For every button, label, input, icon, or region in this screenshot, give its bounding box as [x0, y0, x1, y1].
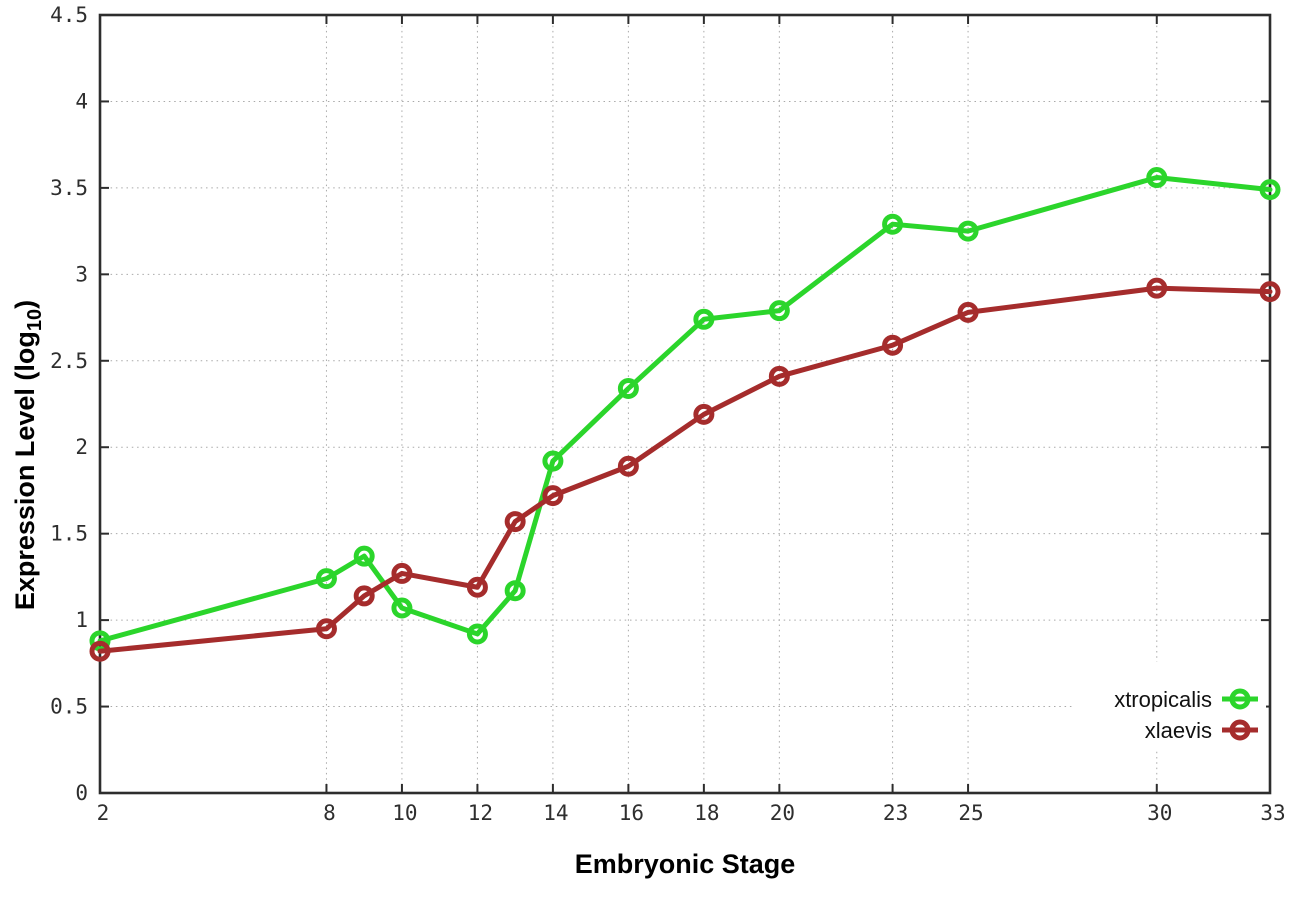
x-tick-label: 2 [97, 801, 110, 825]
x-tick-label: 25 [958, 801, 983, 825]
data-point-xtropicalis [466, 623, 488, 645]
data-point-xlaevis [89, 640, 111, 662]
y-tick-label: 1 [75, 608, 88, 632]
data-point-xlaevis [693, 403, 715, 425]
y-tick-label: 2.5 [50, 349, 88, 373]
legend-marker-icon [1229, 688, 1251, 710]
data-point-xtropicalis [504, 580, 526, 602]
y-tick-label: 2 [75, 435, 88, 459]
x-tick-label: 30 [1147, 801, 1172, 825]
y-tick-label: 1.5 [50, 522, 88, 546]
legend: xtropicalis xlaevis [1074, 662, 1266, 750]
y-tick-label: 4.5 [50, 3, 88, 27]
x-tick-label: 10 [392, 801, 417, 825]
data-point-xlaevis [957, 301, 979, 323]
series-layer [89, 167, 1281, 662]
data-point-xlaevis [617, 455, 639, 477]
data-point-xtropicalis [542, 450, 564, 472]
data-point-xtropicalis [617, 377, 639, 399]
y-tick-label: 3 [75, 262, 88, 286]
data-point-xtropicalis [1259, 179, 1281, 201]
data-point-xtropicalis [768, 300, 790, 322]
y-axis-title: Expression Level (log10) [10, 300, 46, 610]
data-point-xtropicalis [882, 213, 904, 235]
data-point-xlaevis [1259, 281, 1281, 303]
x-tick-label: 8 [323, 801, 336, 825]
data-point-xlaevis [768, 365, 790, 387]
y-tick-label: 4 [75, 89, 88, 113]
data-point-xtropicalis [353, 545, 375, 567]
legend-label-xlaevis: xlaevis [1145, 718, 1212, 743]
data-point-xlaevis [542, 485, 564, 507]
data-point-xlaevis [353, 585, 375, 607]
y-tick-label: 3.5 [50, 176, 88, 200]
data-point-xtropicalis [315, 568, 337, 590]
x-axis-title: Embryonic Stage [575, 849, 796, 879]
data-point-xlaevis [315, 618, 337, 640]
x-tick-label: 14 [543, 801, 568, 825]
data-point-xlaevis [1146, 277, 1168, 299]
data-point-xlaevis [391, 562, 413, 584]
data-point-xtropicalis [391, 597, 413, 619]
data-point-xtropicalis [1146, 167, 1168, 189]
y-tick-label: 0 [75, 781, 88, 805]
axis-layer: 2 8 10 12 14 16 18 20 23 25 30 33 0 0.5 1 1.5 2 2.5 3 3.5 4 4… [50, 3, 1286, 825]
data-point-xlaevis [504, 511, 526, 533]
data-point-xlaevis [466, 576, 488, 598]
data-point-xtropicalis [693, 308, 715, 330]
y-axis-title-subscript: 10 [24, 309, 46, 331]
data-point-xlaevis [882, 334, 904, 356]
series-line-xtropicalis [97, 175, 1273, 644]
x-tick-label: 33 [1260, 801, 1285, 825]
x-tick-label: 20 [770, 801, 795, 825]
x-tick-label: 18 [694, 801, 719, 825]
data-point-xtropicalis [957, 220, 979, 242]
legend-marker-icon [1229, 719, 1251, 741]
legend-label-xtropicalis: xtropicalis [1114, 687, 1212, 712]
plot-border [98, 13, 1272, 795]
y-tick-label: 0.5 [50, 695, 88, 719]
x-tick-label: 12 [468, 801, 493, 825]
x-tick-label: 16 [619, 801, 644, 825]
x-tick-label: 23 [883, 801, 908, 825]
